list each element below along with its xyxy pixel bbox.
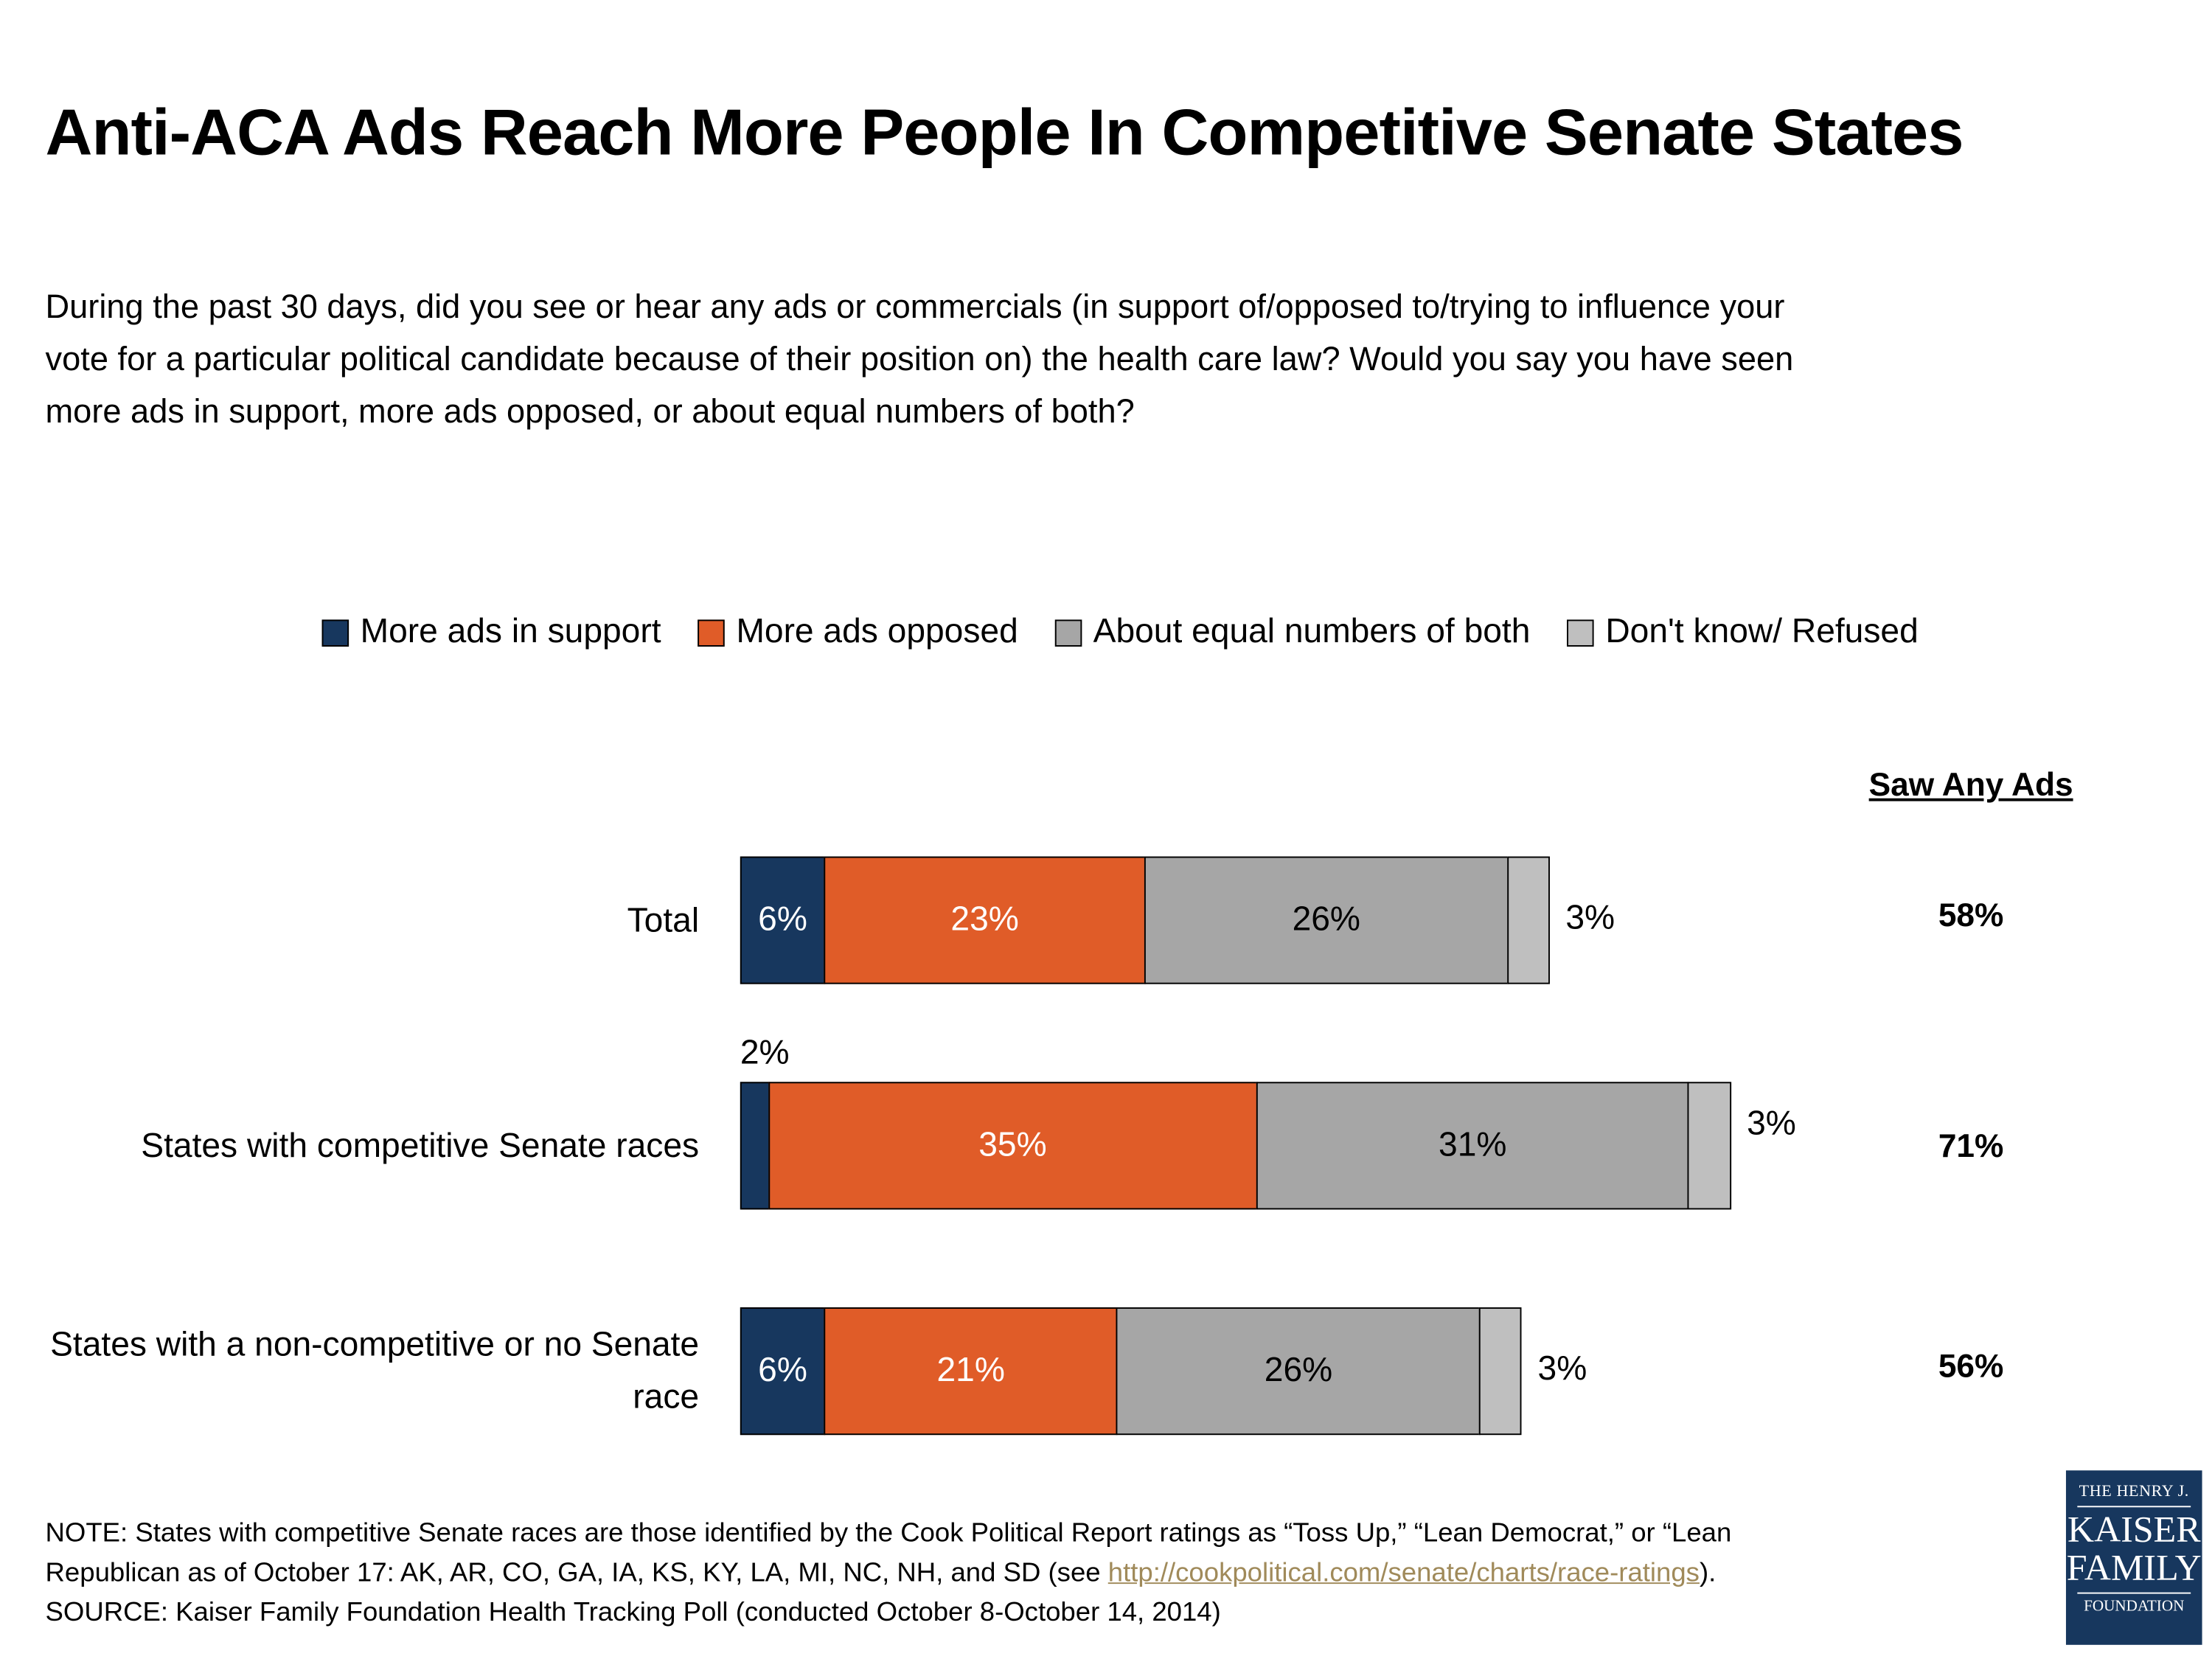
bar-segment bbox=[1478, 1307, 1523, 1436]
data-label: 35% bbox=[978, 1125, 1047, 1164]
legend-swatch bbox=[1054, 619, 1082, 646]
question-line: vote for a particular political candidat… bbox=[45, 340, 1794, 378]
data-label: 23% bbox=[950, 900, 1019, 939]
bar-segment: 6% bbox=[740, 856, 826, 984]
legend-label: Don't know/ Refused bbox=[1605, 612, 1919, 651]
data-label: 3% bbox=[1537, 1349, 1587, 1388]
legend: More ads in support More ads opposed About… bbox=[0, 613, 2212, 653]
legend-item: More ads opposed bbox=[698, 613, 1018, 653]
survey-question: During the past 30 days, did you see or … bbox=[46, 281, 1794, 438]
bar-segment: 26% bbox=[1116, 1307, 1481, 1436]
bar-segment bbox=[1688, 1082, 1731, 1210]
data-label: 6% bbox=[758, 1351, 807, 1390]
question-line: During the past 30 days, did you see or … bbox=[45, 288, 1785, 325]
legend-swatch bbox=[1567, 619, 1594, 646]
bar-segment: 6% bbox=[740, 1307, 826, 1436]
data-label: 3% bbox=[1747, 1105, 1796, 1144]
data-label: 26% bbox=[1264, 1351, 1333, 1390]
category-label: States with a non-competitive or no Sena… bbox=[50, 1326, 700, 1417]
legend-swatch bbox=[698, 619, 726, 646]
cook-political-link[interactable]: http://cookpolitical.com/senate/charts/r… bbox=[1107, 1558, 1700, 1588]
note-line: NOTE: States with competitive Senate rac… bbox=[45, 1518, 1732, 1549]
category-label: Total bbox=[627, 902, 700, 941]
data-label: 3% bbox=[1565, 899, 1615, 938]
legend-swatch bbox=[321, 619, 349, 646]
legend-item: Don't know/ Refused bbox=[1567, 612, 1919, 653]
saw-any-ads-value: 56% bbox=[1938, 1346, 2004, 1384]
saw-any-ads-header: Saw Any Ads bbox=[1868, 765, 2073, 803]
bar-segment: 23% bbox=[824, 856, 1146, 984]
saw-any-ads-value: 71% bbox=[1938, 1127, 2004, 1164]
note-text: ). bbox=[1699, 1558, 1717, 1588]
bar-segment bbox=[1506, 856, 1551, 984]
legend-item: More ads in support bbox=[321, 612, 661, 653]
question-line: more ads in support, more ads opposed, o… bbox=[45, 392, 1135, 430]
bar-segment bbox=[740, 1082, 770, 1210]
bar-segment: 21% bbox=[824, 1307, 1119, 1436]
bar-segment: 31% bbox=[1256, 1082, 1690, 1210]
legend-item: About equal numbers of both bbox=[1054, 612, 1531, 653]
data-label: 26% bbox=[1292, 900, 1360, 939]
source-line: SOURCE: Kaiser Family Foundation Health … bbox=[45, 1598, 1221, 1628]
bar-segment: 35% bbox=[768, 1082, 1258, 1210]
footnotes: NOTE: States with competitive Senate rac… bbox=[46, 1514, 1732, 1634]
note-line: Republican as of October 17: AK, AR, CO,… bbox=[46, 1554, 1732, 1594]
data-label: 31% bbox=[1439, 1125, 1507, 1164]
data-label: 2% bbox=[740, 1033, 790, 1072]
bar-segment: 26% bbox=[1144, 856, 1509, 984]
data-label: 21% bbox=[936, 1351, 1005, 1390]
legend-label: More ads in support bbox=[360, 612, 661, 651]
category-label: States with competitive Senate races bbox=[141, 1127, 700, 1166]
chart-title: Anti-ACA Ads Reach More People In Compet… bbox=[45, 94, 1964, 169]
legend-label: About equal numbers of both bbox=[1093, 612, 1531, 651]
saw-any-ads-value: 58% bbox=[1938, 896, 2004, 933]
data-label: 6% bbox=[758, 900, 807, 939]
legend-label: More ads opposed bbox=[736, 612, 1018, 651]
note-text: Republican as of October 17: AK, AR, CO,… bbox=[45, 1558, 1108, 1588]
kff-logo: THE HENRY J. KAISER FAMILY FOUNDATION bbox=[2065, 1470, 2202, 1645]
